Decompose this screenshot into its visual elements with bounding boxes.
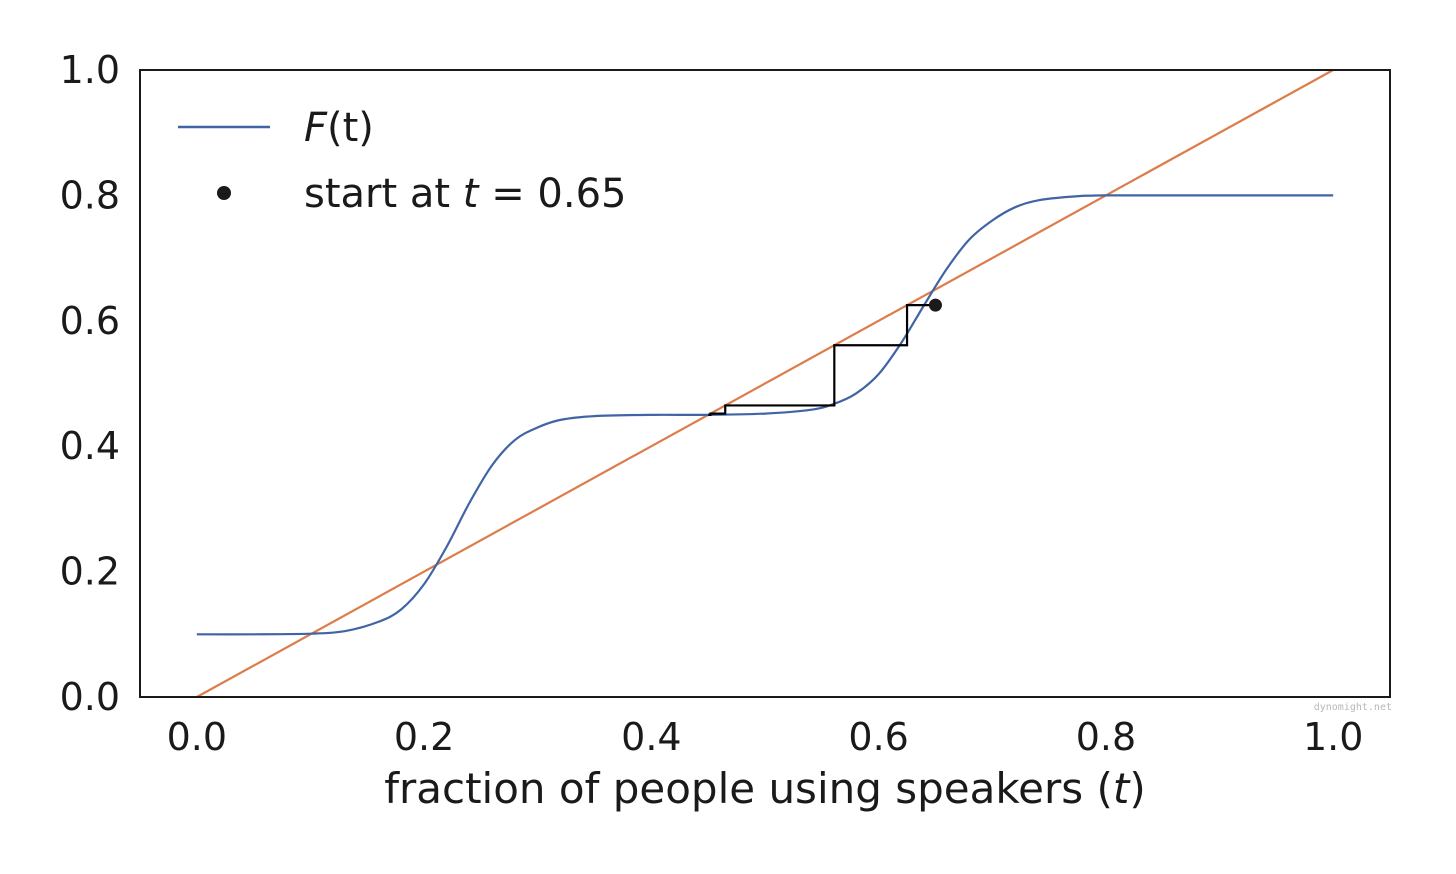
y-tick-label: 0.0 bbox=[60, 675, 120, 719]
series-layer bbox=[196, 69, 1334, 698]
y-tick-label: 0.4 bbox=[60, 424, 120, 468]
y-tick-label: 0.8 bbox=[60, 173, 120, 217]
x-tick-label: 0.4 bbox=[621, 715, 681, 759]
legend-label-f-t: F(t) bbox=[304, 105, 374, 151]
series-line-f-t bbox=[196, 194, 1334, 636]
legend: F(t) start at t = 0.65 bbox=[178, 105, 627, 217]
cobweb-path bbox=[708, 304, 936, 416]
y-tick-label: 0.2 bbox=[60, 550, 120, 594]
x-tick-label: 0.2 bbox=[394, 715, 454, 759]
x-tick-label: 0.6 bbox=[848, 715, 908, 759]
watermark: dynomight.net bbox=[1314, 702, 1392, 713]
y-tick-label: 1.0 bbox=[60, 48, 120, 92]
y-tick-label: 0.6 bbox=[60, 299, 120, 343]
x-tick-label: 1.0 bbox=[1303, 715, 1363, 759]
x-tick-label: 0.8 bbox=[1076, 715, 1136, 759]
series-line-identity bbox=[196, 69, 1334, 698]
start-point-marker bbox=[928, 298, 942, 312]
legend-swatch-start-point bbox=[217, 186, 231, 200]
y-tick-labels: 0.0 0.2 0.4 0.6 0.8 1.0 bbox=[60, 48, 120, 719]
x-tick-label: 0.0 bbox=[167, 715, 227, 759]
legend-label-start-point: start at t = 0.65 bbox=[304, 171, 627, 217]
x-tick-labels: 0.0 0.2 0.4 0.6 0.8 1.0 bbox=[167, 715, 1364, 759]
x-axis-label: fraction of people using speakers (t) bbox=[384, 764, 1146, 813]
plot-frame bbox=[139, 69, 1391, 698]
